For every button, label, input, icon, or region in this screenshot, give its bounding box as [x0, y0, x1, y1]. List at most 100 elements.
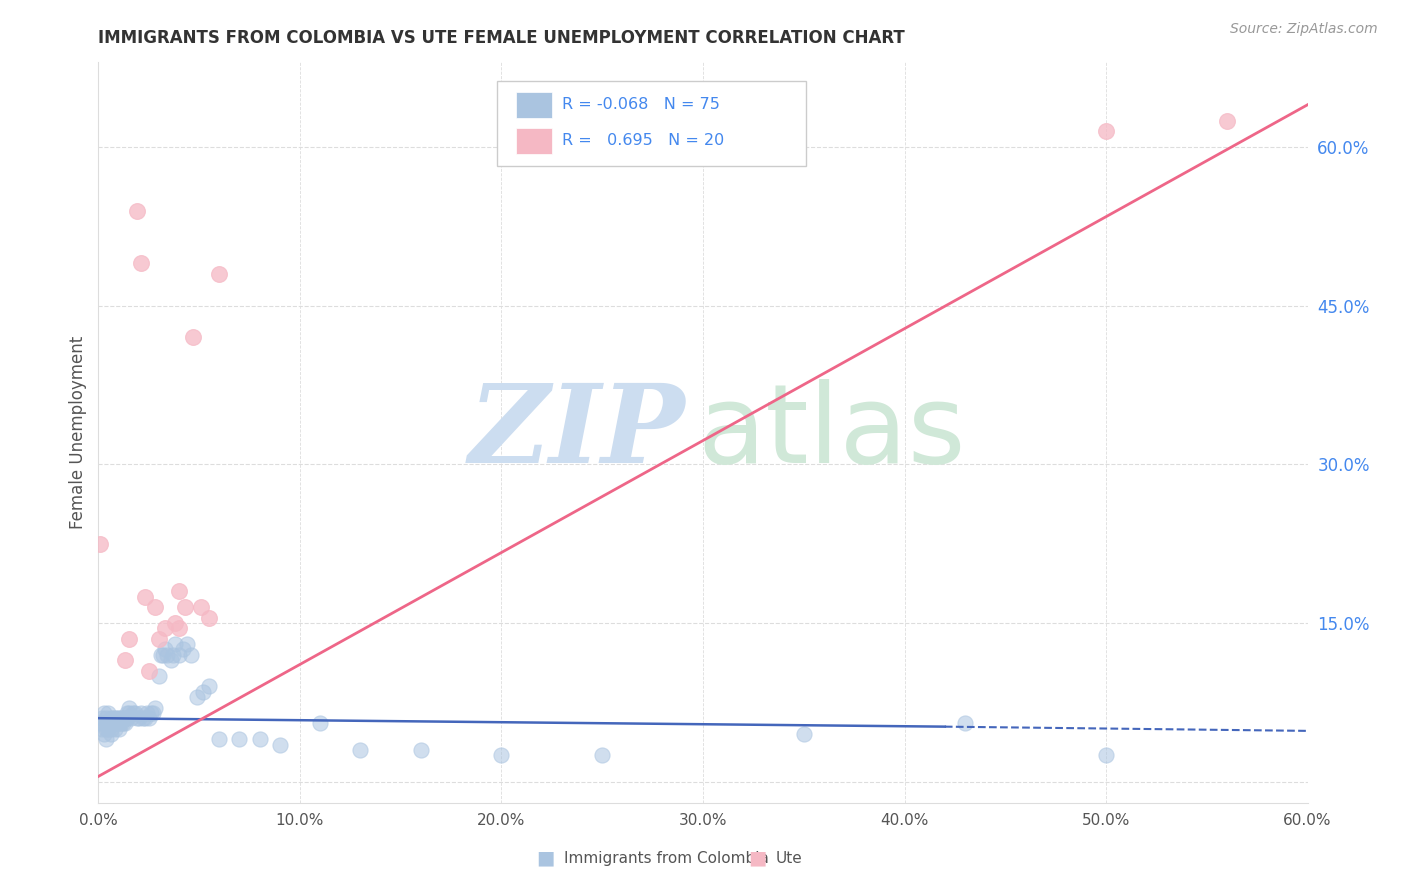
Point [100, 722, 122, 736]
Point [115, 706, 138, 720]
Point [167, 621, 190, 635]
Point [101, 716, 124, 731]
Point [152, 648, 174, 662]
Point [91, 711, 114, 725]
Point [111, 716, 134, 731]
Point [105, 711, 128, 725]
Point [100, 711, 122, 725]
Point [118, 700, 141, 714]
Point [103, 722, 125, 736]
Point [134, 711, 156, 725]
Point [125, 203, 148, 218]
Point [143, 700, 166, 714]
Point [110, 716, 132, 731]
Point [163, 615, 186, 630]
Point [114, 716, 136, 731]
Point [114, 711, 136, 725]
Point [103, 716, 125, 731]
Point [309, 716, 332, 731]
Point [125, 711, 148, 725]
Point [115, 711, 138, 725]
Point [162, 648, 184, 662]
Point [103, 711, 125, 725]
Point [174, 600, 197, 615]
Point [111, 711, 134, 725]
Text: R =   0.695   N = 20: R = 0.695 N = 20 [561, 133, 724, 148]
Point [591, 748, 613, 763]
Point [160, 653, 183, 667]
Point [208, 732, 231, 747]
Point [128, 711, 150, 725]
Point [96, 732, 118, 747]
Point [180, 648, 202, 662]
Text: ZIP: ZIP [468, 379, 685, 486]
Point [148, 632, 170, 646]
Point [1095, 124, 1118, 138]
Text: R = -0.068   N = 75: R = -0.068 N = 75 [561, 97, 720, 112]
Text: Ute: Ute [776, 851, 803, 866]
Point [96, 722, 118, 736]
Point [97, 722, 120, 736]
Point [186, 690, 208, 704]
Point [89, 537, 111, 551]
Point [148, 669, 170, 683]
Point [409, 743, 432, 757]
Point [118, 706, 141, 720]
Point [97, 706, 120, 720]
Point [114, 653, 136, 667]
Point [139, 706, 162, 720]
Point [349, 743, 371, 757]
Point [120, 711, 142, 725]
Point [107, 716, 129, 731]
Point [135, 706, 157, 720]
Text: ■: ■ [748, 849, 766, 868]
Point [132, 711, 155, 725]
Point [93, 716, 115, 731]
Text: Immigrants from Colombia: Immigrants from Colombia [564, 851, 769, 866]
Point [107, 711, 129, 725]
Point [208, 267, 231, 281]
Point [138, 711, 160, 725]
Point [491, 748, 513, 763]
Point [138, 664, 160, 678]
Point [107, 722, 129, 736]
Point [176, 637, 198, 651]
Point [89, 716, 111, 731]
Point [110, 711, 132, 725]
Point [1095, 748, 1118, 763]
Point [193, 685, 215, 699]
Point [142, 706, 165, 720]
Point [153, 642, 176, 657]
FancyBboxPatch shape [498, 81, 806, 166]
Point [93, 706, 115, 720]
Point [124, 706, 146, 720]
Point [181, 330, 204, 344]
Point [134, 590, 156, 604]
Text: atlas: atlas [697, 379, 966, 486]
Point [1216, 113, 1239, 128]
Bar [516, 92, 551, 118]
Point [93, 727, 115, 741]
Point [101, 711, 124, 725]
Point [156, 648, 179, 662]
Point [190, 600, 212, 615]
Text: ■: ■ [537, 849, 555, 868]
Point [167, 584, 190, 599]
Point [228, 732, 250, 747]
Point [793, 727, 815, 741]
Bar [516, 128, 551, 153]
Point [953, 716, 976, 731]
Text: Source: ZipAtlas.com: Source: ZipAtlas.com [1230, 22, 1378, 37]
Point [167, 648, 190, 662]
Point [249, 732, 271, 747]
Point [105, 716, 128, 731]
Point [100, 727, 122, 741]
Point [91, 722, 114, 736]
Point [118, 632, 141, 646]
Point [198, 680, 221, 694]
Point [129, 256, 152, 270]
Point [153, 621, 176, 635]
Point [96, 711, 118, 725]
Point [143, 600, 166, 615]
Point [121, 706, 143, 720]
